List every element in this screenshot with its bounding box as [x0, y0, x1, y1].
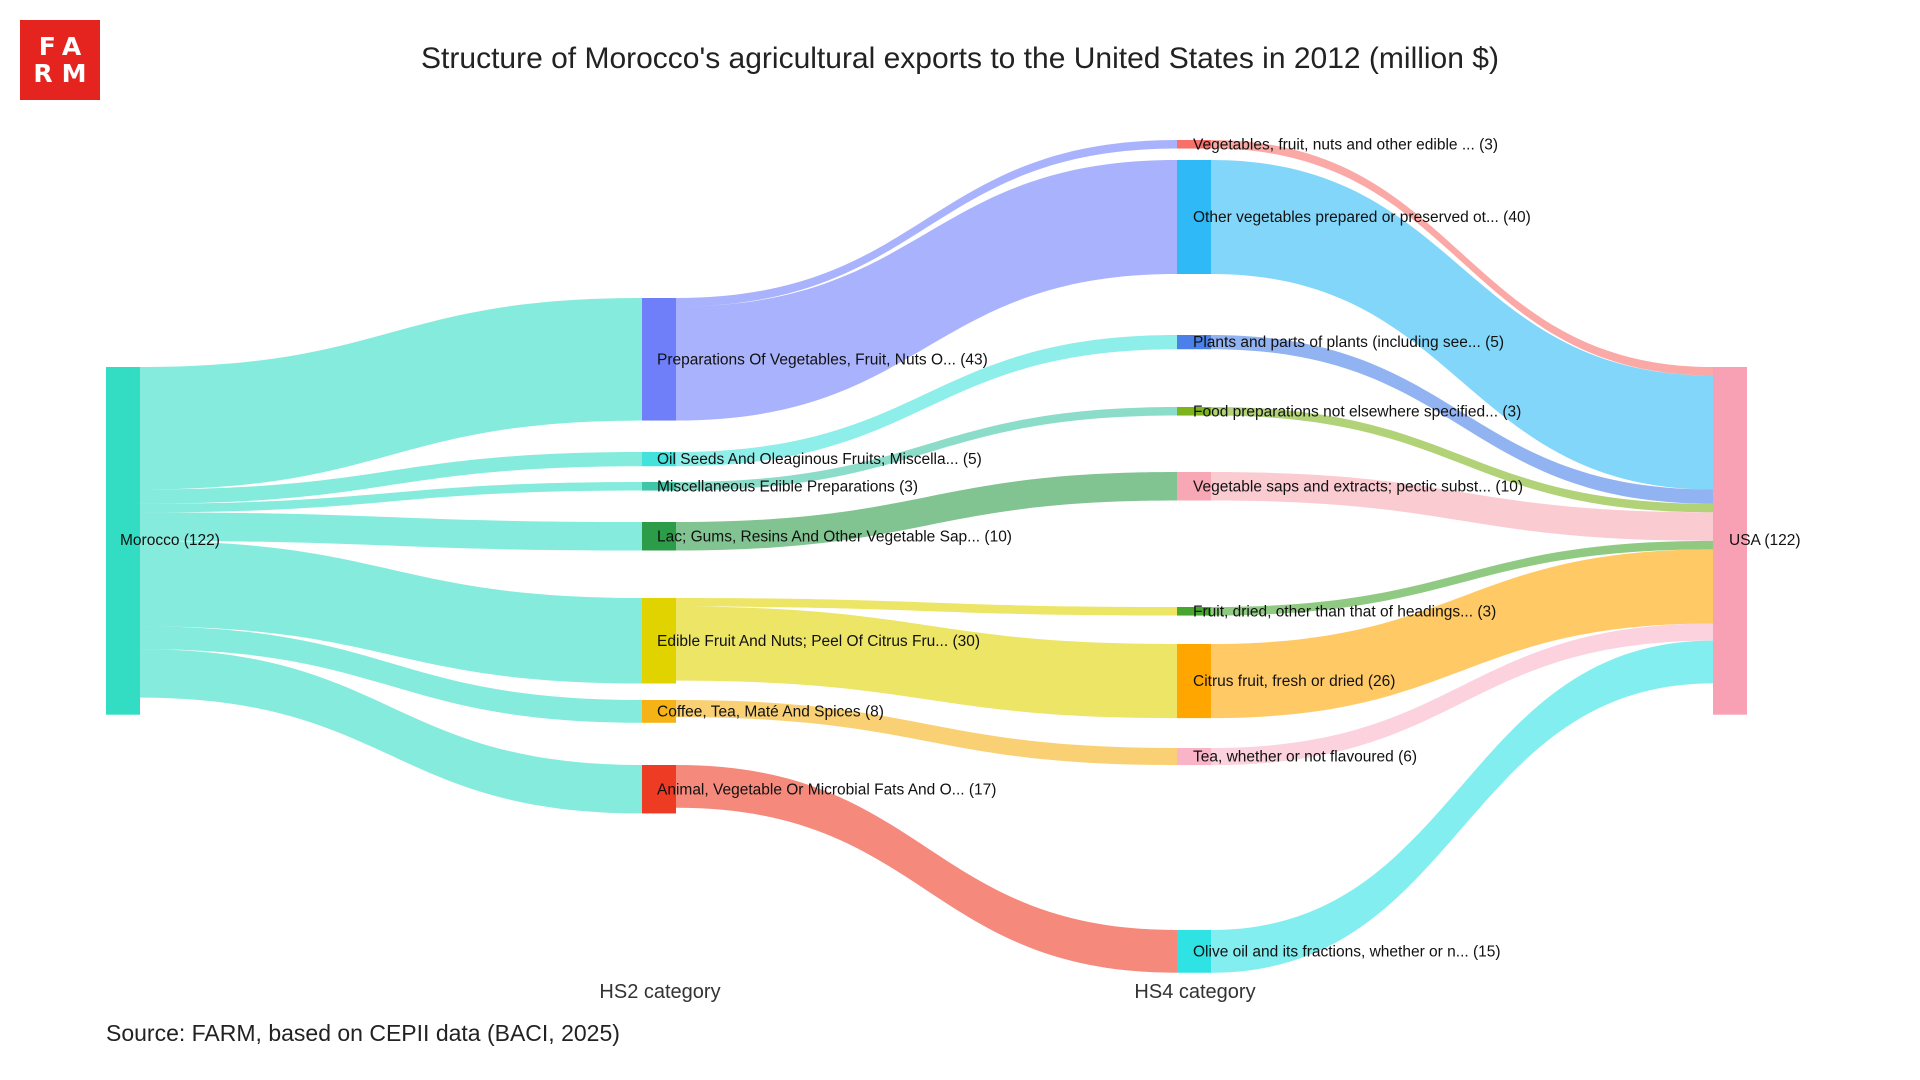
node-hs2-4 [642, 598, 676, 684]
link-hs2-to-hs4-0 [676, 140, 1177, 307]
label-usa: USA (122) [1729, 532, 1801, 549]
link-hs2-to-hs4-4 [676, 472, 1177, 551]
label-morocco: Morocco (122) [120, 532, 220, 549]
link-morocco-to-hs2-3 [140, 512, 642, 551]
link-hs4-to-usa-1 [1211, 160, 1713, 490]
label-hs2-6: Animal, Vegetable Or Microbial Fats And … [657, 781, 996, 798]
node-hs4-8 [1177, 930, 1211, 973]
sankey-links [140, 140, 1713, 973]
link-morocco-to-hs2-2 [140, 482, 642, 513]
column-label-hs2: HS2 category [599, 981, 720, 1003]
link-morocco-to-hs2-4 [140, 540, 642, 684]
farm-logo: FA RM [20, 20, 100, 100]
logo-line-2: RM [33, 59, 96, 88]
label-hs2-5: Coffee, Tea, Maté And Spices (8) [657, 703, 884, 720]
link-hs2-to-hs4-1 [676, 160, 1177, 421]
link-hs2-to-hs4-6 [676, 606, 1177, 719]
sankey-nodes [106, 140, 1747, 973]
link-hs4-to-usa-5 [1211, 540, 1713, 616]
node-hs2-0 [642, 298, 676, 421]
column-label-hs4: HS4 category [1134, 981, 1255, 1003]
link-hs4-to-usa-6 [1211, 549, 1713, 719]
link-hs2-to-hs4-2 [676, 335, 1177, 467]
node-hs2-6 [642, 765, 676, 814]
link-hs4-to-usa-3 [1211, 407, 1713, 513]
node-hs4-7 [1177, 748, 1211, 766]
node-hs2-2 [642, 482, 676, 491]
label-hs4-5: Fruit, dried, other than that of heading… [1193, 603, 1496, 620]
node-hs2-1 [642, 452, 676, 467]
label-hs4-4: Vegetable saps and extracts; pectic subs… [1193, 478, 1523, 495]
label-hs4-7: Tea, whether or not flavoured (6) [1193, 749, 1417, 766]
link-morocco-to-hs2-0 [140, 298, 642, 490]
source-note: Source: FARM, based on CEPII data (BACI,… [106, 1020, 620, 1046]
chart-title: Structure of Morocco's agricultural expo… [421, 42, 1499, 75]
link-hs4-to-usa-0 [1211, 140, 1713, 376]
label-hs4-3: Food preparations not elsewhere specifie… [1193, 403, 1521, 420]
node-hs4-2 [1177, 335, 1211, 350]
link-hs4-to-usa-7 [1211, 623, 1713, 766]
link-hs2-to-hs4-3 [676, 407, 1177, 491]
node-hs4-3 [1177, 407, 1211, 416]
node-usa [1713, 367, 1747, 715]
node-hs4-1 [1177, 160, 1211, 274]
link-hs4-to-usa-8 [1211, 640, 1713, 973]
link-hs4-to-usa-2 [1211, 335, 1713, 504]
node-hs2-3 [642, 522, 676, 551]
label-hs4-0: Vegetables, fruit, nuts and other edible… [1193, 136, 1498, 153]
label-hs2-2: Miscellaneous Edible Preparations (3) [657, 478, 918, 495]
node-morocco [106, 367, 140, 715]
link-hs2-to-hs4-7 [676, 700, 1177, 766]
link-hs4-to-usa-4 [1211, 472, 1713, 541]
link-morocco-to-hs2-6 [140, 649, 642, 814]
link-hs2-to-hs4-5 [676, 598, 1177, 616]
label-hs2-3: Lac; Gums, Resins And Other Vegetable Sa… [657, 528, 1012, 545]
label-hs4-8: Olive oil and its fractions, whether or … [1193, 943, 1501, 960]
node-hs4-5 [1177, 607, 1211, 616]
label-hs4-6: Citrus fruit, fresh or dried (26) [1193, 673, 1395, 690]
sankey-labels: Morocco (122) USA (122) Preparations Of Ve… [120, 136, 1801, 960]
node-hs2-5 [642, 700, 676, 723]
node-hs4-4 [1177, 472, 1211, 501]
node-hs4-6 [1177, 644, 1211, 719]
label-hs2-4: Edible Fruit And Nuts; Peel Of Citrus Fr… [657, 633, 980, 650]
logo-line-1: FA [38, 32, 91, 61]
link-morocco-to-hs2-1 [140, 452, 642, 504]
label-hs2-1: Oil Seeds And Oleaginous Fruits; Miscell… [657, 451, 982, 468]
node-hs4-0 [1177, 140, 1211, 149]
link-morocco-to-hs2-5 [140, 626, 642, 723]
link-hs2-to-hs4-8 [676, 765, 1177, 973]
label-hs4-1: Other vegetables prepared or preserved o… [1193, 209, 1531, 226]
label-hs4-2: Plants and parts of plants (including se… [1193, 334, 1504, 351]
label-hs2-0: Preparations Of Vegetables, Fruit, Nuts … [657, 351, 988, 368]
